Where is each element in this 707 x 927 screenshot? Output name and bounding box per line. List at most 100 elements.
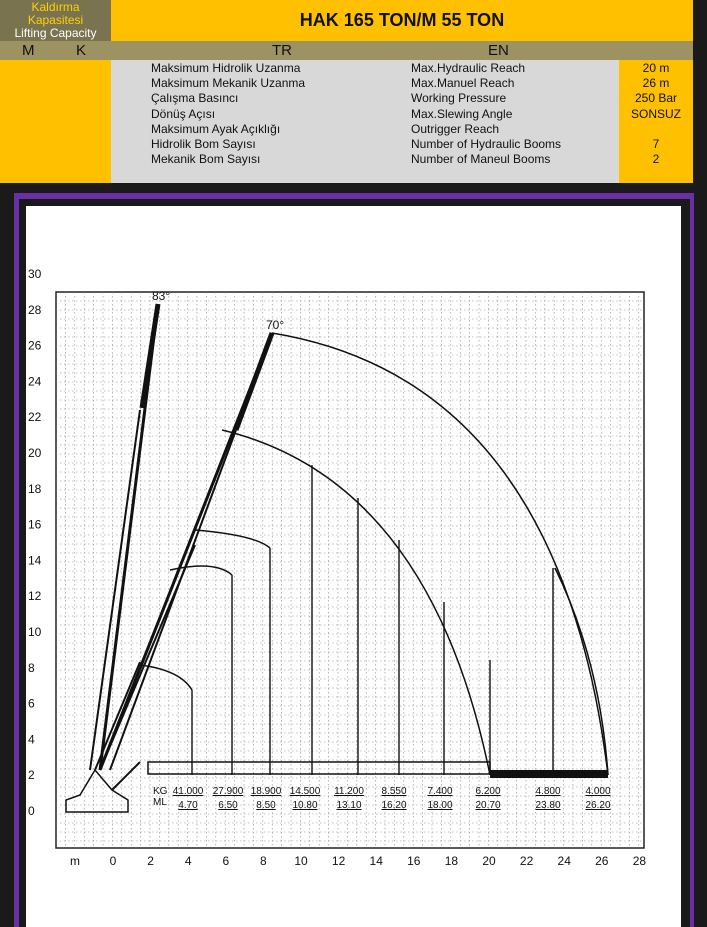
load-kg: 18.900 bbox=[251, 786, 282, 797]
angle-label-70: 70° bbox=[266, 318, 284, 332]
load-radius: 4.70 bbox=[178, 800, 198, 811]
x-tick-label: 10 bbox=[294, 854, 308, 868]
x-tick-label: 18 bbox=[445, 854, 459, 868]
spec-en: Outrigger Reach bbox=[411, 122, 500, 136]
y-tick-label: 2 bbox=[28, 768, 35, 782]
horizontal-boom bbox=[147, 761, 491, 775]
chart-plot-area bbox=[55, 291, 645, 849]
y-tick-label: 10 bbox=[28, 625, 42, 639]
y-tick-label: 12 bbox=[28, 589, 42, 603]
jib-70 bbox=[233, 332, 275, 431]
col-en: EN bbox=[488, 42, 509, 59]
load-kg: 7.400 bbox=[427, 786, 452, 797]
capacity-label: Kaldırma Kapasitesi Lifting Capacity bbox=[0, 0, 111, 41]
y-tick-label: 16 bbox=[28, 518, 42, 532]
load-radius: 13.10 bbox=[336, 800, 361, 811]
x-tick-label: 8 bbox=[260, 854, 267, 868]
load-radius: 26.20 bbox=[585, 800, 610, 811]
x-tick-label: 24 bbox=[558, 854, 572, 868]
kg-row-label: KG bbox=[153, 786, 168, 797]
value-column bbox=[619, 60, 693, 183]
spec-value: 26 m bbox=[642, 76, 670, 90]
crane-arm bbox=[111, 761, 141, 791]
load-envelope-outer bbox=[271, 332, 609, 776]
x-tick-label: 2 bbox=[147, 854, 154, 868]
load-kg: 6.200 bbox=[475, 786, 500, 797]
col-k: K bbox=[76, 42, 87, 59]
load-kg: 41.000 bbox=[173, 786, 204, 797]
load-radius: 16.20 bbox=[381, 800, 406, 811]
x-tick-label: 4 bbox=[185, 854, 192, 868]
spec-tr: Hidrolik Bom Sayısı bbox=[151, 137, 256, 151]
y-tick-label: 20 bbox=[28, 446, 42, 460]
ml-row-label: ML bbox=[153, 797, 167, 808]
spec-tr: Maksimum Hidrolik Uzanma bbox=[151, 61, 301, 75]
load-envelope-inner bbox=[194, 529, 271, 549]
spec-row: Maksimum Hidrolik Uzanma Max.Hydraulic R… bbox=[0, 61, 693, 76]
capacity-line-1: Kaldırma bbox=[31, 0, 80, 14]
spec-tr: Maksimum Mekanik Uzanma bbox=[151, 76, 306, 90]
spec-value: SONSUZ bbox=[630, 107, 681, 121]
spec-row: Maksimum Ayak Açıklığı Outrigger Reach bbox=[0, 122, 693, 137]
spec-row: Mekanik Bom Sayısı Number of Maneul Boom… bbox=[0, 152, 693, 167]
spec-header: Kaldırma Kapasitesi Lifting Capacity HAK… bbox=[0, 0, 693, 183]
load-kg: 14.500 bbox=[290, 786, 321, 797]
spec-en: Max.Slewing Angle bbox=[411, 107, 513, 121]
load-radius: 18.00 bbox=[427, 800, 452, 811]
x-tick-label: 0 bbox=[110, 854, 117, 868]
angle-label-83: 83° bbox=[152, 289, 170, 303]
boom-mid bbox=[99, 544, 196, 771]
load-radius: 8.50 bbox=[256, 800, 276, 811]
x-tick-label: 16 bbox=[407, 854, 421, 868]
spec-value: 2 bbox=[652, 152, 660, 166]
x-tick-label: 22 bbox=[520, 854, 534, 868]
spec-value: 7 bbox=[652, 137, 660, 151]
spec-en: Number of Hydraulic Booms bbox=[411, 137, 562, 151]
load-radius: 6.50 bbox=[218, 800, 238, 811]
load-radius: 10.80 bbox=[292, 800, 317, 811]
load-radius: 23.80 bbox=[535, 800, 560, 811]
spec-row: Dönüş Açısı Max.Slewing Angle SONSUZ bbox=[0, 107, 693, 122]
spec-row: Çalışma Basıncı Working Pressure 250 Bar bbox=[0, 91, 693, 106]
load-envelope-low bbox=[139, 664, 193, 691]
col-m: M bbox=[22, 42, 35, 59]
spec-en: Max.Manuel Reach bbox=[411, 76, 515, 90]
x-tick-label: 6 bbox=[222, 854, 229, 868]
spec-en: Max.Hydraulic Reach bbox=[411, 61, 526, 75]
y-tick-label: 4 bbox=[28, 732, 35, 746]
load-kg: 27.900 bbox=[213, 786, 244, 797]
load-kg: 4.000 bbox=[585, 786, 610, 797]
horizontal-jib bbox=[490, 770, 608, 778]
y-tick-label: 22 bbox=[28, 410, 42, 424]
boom-low bbox=[94, 661, 141, 771]
spec-tr: Maksimum Ayak Açıklığı bbox=[151, 122, 281, 136]
capacity-line-3: Lifting Capacity bbox=[14, 26, 97, 40]
y-tick-label: 6 bbox=[28, 697, 35, 711]
y-tick-label: 24 bbox=[28, 374, 42, 388]
x-unit-label: m bbox=[70, 854, 80, 868]
y-tick-label: 26 bbox=[28, 339, 42, 353]
y-tick-label: 0 bbox=[28, 804, 35, 818]
x-tick-label: 14 bbox=[370, 854, 384, 868]
load-chart-sheet bbox=[26, 206, 681, 927]
crane-base bbox=[65, 768, 129, 813]
spec-en: Number of Maneul Booms bbox=[411, 152, 551, 166]
load-kg: 4.800 bbox=[535, 786, 560, 797]
x-tick-label: 26 bbox=[595, 854, 609, 868]
spec-value: 250 Bar bbox=[634, 91, 678, 105]
y-tick-label: 30 bbox=[28, 267, 42, 281]
spec-row: Maksimum Mekanik Uzanma Max.Manuel Reach… bbox=[0, 76, 693, 91]
mk-column bbox=[0, 60, 111, 183]
spec-tr: Mekanik Bom Sayısı bbox=[151, 152, 261, 166]
load-envelope-mid bbox=[221, 429, 491, 776]
x-tick-label: 28 bbox=[633, 854, 647, 868]
jib-83 bbox=[139, 303, 161, 409]
spec-tr: Dönüş Açısı bbox=[151, 107, 216, 121]
x-tick-label: 20 bbox=[482, 854, 496, 868]
spec-en: Working Pressure bbox=[411, 91, 507, 105]
y-tick-label: 8 bbox=[28, 661, 35, 675]
spec-value: 20 m bbox=[642, 61, 670, 75]
boom-83-inner bbox=[89, 409, 141, 771]
load-kg: 8.550 bbox=[381, 786, 406, 797]
column-header-row: M K TR EN bbox=[0, 41, 693, 60]
